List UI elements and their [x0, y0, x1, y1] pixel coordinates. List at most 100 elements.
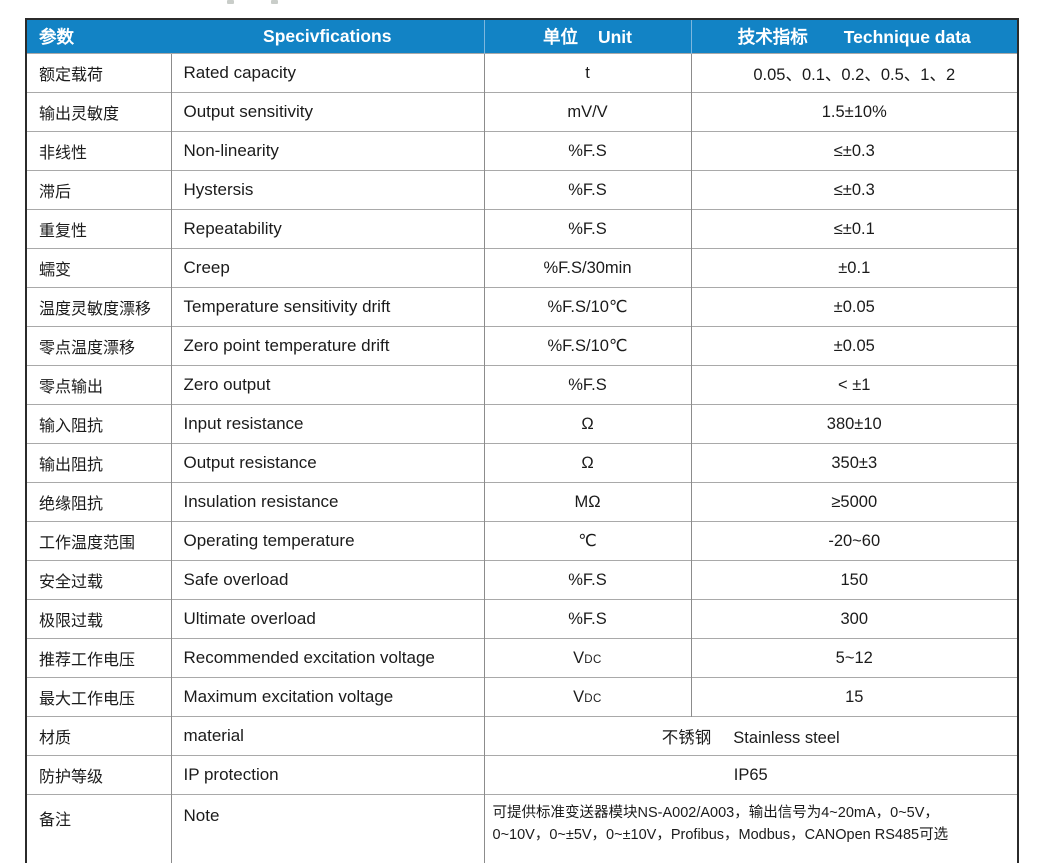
specifications-table: 参数 Specivfications 单位 Unit 技术指标 Technique …: [25, 18, 1019, 863]
unit-cell: %F.S/10℃: [483, 326, 691, 366]
value-cell: ≤±0.3: [690, 131, 1018, 171]
param-cell: 输出灵敏度: [26, 92, 171, 132]
value-cell: < ±1: [690, 365, 1018, 405]
spec-cell: Zero point temperature drift: [170, 326, 484, 366]
param-cell: 非线性: [26, 131, 171, 171]
table-row: 重复性 Repeatability %F.S ≤±0.1: [26, 209, 1018, 249]
spec-cell: Creep: [170, 248, 484, 288]
header-row: 参数 Specivfications 单位 Unit 技术指标 Technique …: [26, 19, 1018, 54]
table-row: 蠕变 Creep %F.S/30min ±0.1: [26, 248, 1018, 288]
param-cell: 推荐工作电压: [26, 638, 171, 678]
param-cell: 绝缘阻抗: [26, 482, 171, 522]
param-cell: 额定载荷: [26, 53, 171, 93]
table-row: 工作温度范围 Operating temperature ℃ -20~60: [26, 521, 1018, 561]
header-param: 参数: [26, 19, 171, 54]
material-value-en: Stainless steel: [733, 729, 840, 747]
value-cell: ≥5000: [690, 482, 1018, 522]
value-cell: 5~12: [690, 638, 1018, 678]
table-row: 推荐工作电压 Recommended excitation voltage VD…: [26, 638, 1018, 678]
spec-cell: Input resistance: [170, 404, 484, 444]
table-row: 绝缘阻抗 Insulation resistance MΩ ≥5000: [26, 482, 1018, 522]
unit-cell: %F.S: [483, 131, 691, 171]
table-body: 额定载荷 Rated capacity t 0.05、0.1、0.2、0.5、1…: [26, 53, 1018, 717]
param-cell: 滞后: [26, 170, 171, 210]
param-cell: 零点输出: [26, 365, 171, 405]
param-cell: 温度灵敏度漂移: [26, 287, 171, 327]
header-unit-en: Unit: [597, 27, 633, 47]
unit-cell: t: [483, 53, 691, 93]
unit-cell: VDC: [483, 638, 691, 678]
header-data-en: Technique data: [843, 27, 971, 47]
note-line-2: 0~10V，0~±5V，0~±10V，Profibus，Modbus，CANOp…: [492, 827, 949, 843]
value-cell: 350±3: [690, 443, 1018, 483]
spec-cell: Maximum excitation voltage: [170, 677, 484, 717]
cropped-text-remnant: [271, 0, 278, 4]
table-row-material: 材质 material 不锈钢 Stainless steel: [26, 716, 1018, 756]
unit-cell: %F.S: [483, 365, 691, 405]
spec-cell: Hystersis: [170, 170, 484, 210]
value-cell: 15: [690, 677, 1018, 717]
spec-cell: Note: [170, 794, 484, 863]
value-cell: 300: [690, 599, 1018, 639]
table-row: 额定载荷 Rated capacity t 0.05、0.1、0.2、0.5、1…: [26, 53, 1018, 93]
value-cell: ≤±0.3: [690, 170, 1018, 210]
value-cell: 0.05、0.1、0.2、0.5、1、2: [690, 53, 1018, 93]
unit-cell: %F.S: [483, 170, 691, 210]
value-cell: 380±10: [690, 404, 1018, 444]
spec-cell: Output resistance: [170, 443, 484, 483]
spec-cell: Recommended excitation voltage: [170, 638, 484, 678]
spec-cell: Rated capacity: [170, 53, 484, 93]
table-row: 非线性 Non-linearity %F.S ≤±0.3: [26, 131, 1018, 171]
header-specifications-label: Specivfications: [263, 26, 392, 46]
unit-cell: VDC: [483, 677, 691, 717]
unit-cell: ℃: [483, 521, 691, 561]
header-data-zh: 技术指标: [737, 27, 808, 47]
unit-cell: %F.S/10℃: [483, 287, 691, 327]
table-row: 最大工作电压 Maximum excitation voltage VDC 15: [26, 677, 1018, 717]
param-cell: 零点温度漂移: [26, 326, 171, 366]
table-row: 零点温度漂移 Zero point temperature drift %F.S…: [26, 326, 1018, 366]
table-row: 极限过载 Ultimate overload %F.S 300: [26, 599, 1018, 639]
material-value-zh: 不锈钢: [661, 729, 712, 747]
spec-cell: Safe overload: [170, 560, 484, 600]
spec-cell: Repeatability: [170, 209, 484, 249]
param-cell: 工作温度范围: [26, 521, 171, 561]
value-cell: ≤±0.1: [690, 209, 1018, 249]
value-cell: 不锈钢 Stainless steel: [483, 716, 1018, 756]
value-cell: ±0.05: [690, 287, 1018, 327]
value-cell: ±0.05: [690, 326, 1018, 366]
value-cell: IP65: [483, 755, 1018, 795]
value-cell: 1.5±10%: [690, 92, 1018, 132]
param-cell: 输入阻抗: [26, 404, 171, 444]
table-row: 滞后 Hystersis %F.S ≤±0.3: [26, 170, 1018, 210]
spec-cell: Zero output: [170, 365, 484, 405]
cropped-text-remnant: [227, 0, 234, 4]
param-cell: 重复性: [26, 209, 171, 249]
param-cell: 材质: [26, 716, 171, 756]
spec-cell: Insulation resistance: [170, 482, 484, 522]
unit-cell: MΩ: [483, 482, 691, 522]
param-cell: 安全过载: [26, 560, 171, 600]
spec-cell: Non-linearity: [170, 131, 484, 171]
param-cell: 备注: [26, 794, 171, 863]
table-row: 温度灵敏度漂移 Temperature sensitivity drift %F…: [26, 287, 1018, 327]
table-header: 参数 Specivfications 单位 Unit 技术指标 Technique …: [26, 19, 1018, 54]
spec-cell: IP protection: [170, 755, 484, 795]
spec-cell: Operating temperature: [170, 521, 484, 561]
unit-cell: Ω: [483, 443, 691, 483]
note-value-cell: 可提供标准变送器模块NS-A002/A003，输出信号为4~20mA，0~5V，…: [483, 794, 1018, 863]
unit-subscript: DC: [584, 653, 602, 666]
unit-cell: mV/V: [483, 92, 691, 132]
header-technique-data: 技术指标 Technique data: [690, 19, 1018, 54]
table-row-note: 备注 Note 可提供标准变送器模块NS-A002/A003，输出信号为4~20…: [26, 794, 1018, 863]
table-row: 输入阻抗 Input resistance Ω 380±10: [26, 404, 1018, 444]
table-row: 输出灵敏度 Output sensitivity mV/V 1.5±10%: [26, 92, 1018, 132]
table-row: 零点输出 Zero output %F.S < ±1: [26, 365, 1018, 405]
table-body-merged: 材质 material 不锈钢 Stainless steel 防护等级 IP p…: [26, 716, 1018, 863]
param-cell: 最大工作电压: [26, 677, 171, 717]
spec-cell: material: [170, 716, 484, 756]
unit-cell: Ω: [483, 404, 691, 444]
unit-cell: %F.S/30min: [483, 248, 691, 288]
value-cell: ±0.1: [690, 248, 1018, 288]
unit-cell: %F.S: [483, 599, 691, 639]
